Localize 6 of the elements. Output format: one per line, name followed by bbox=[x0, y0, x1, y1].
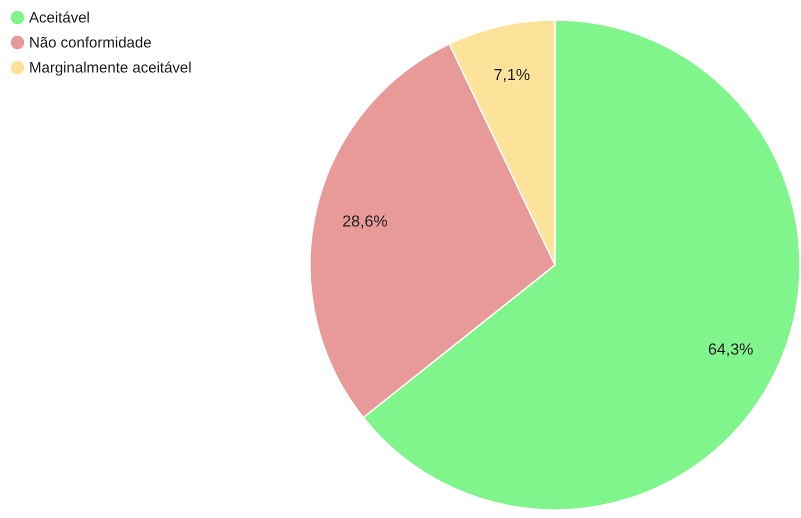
data-label: 7,1% bbox=[494, 66, 530, 84]
data-label: 64,3% bbox=[708, 342, 754, 359]
legend-label: Marginalmente aceitável bbox=[29, 60, 192, 76]
data-label: 28,6% bbox=[342, 213, 388, 230]
legend-label: Não conformidade bbox=[29, 34, 152, 52]
legend-label: Aceitável bbox=[29, 10, 90, 26]
